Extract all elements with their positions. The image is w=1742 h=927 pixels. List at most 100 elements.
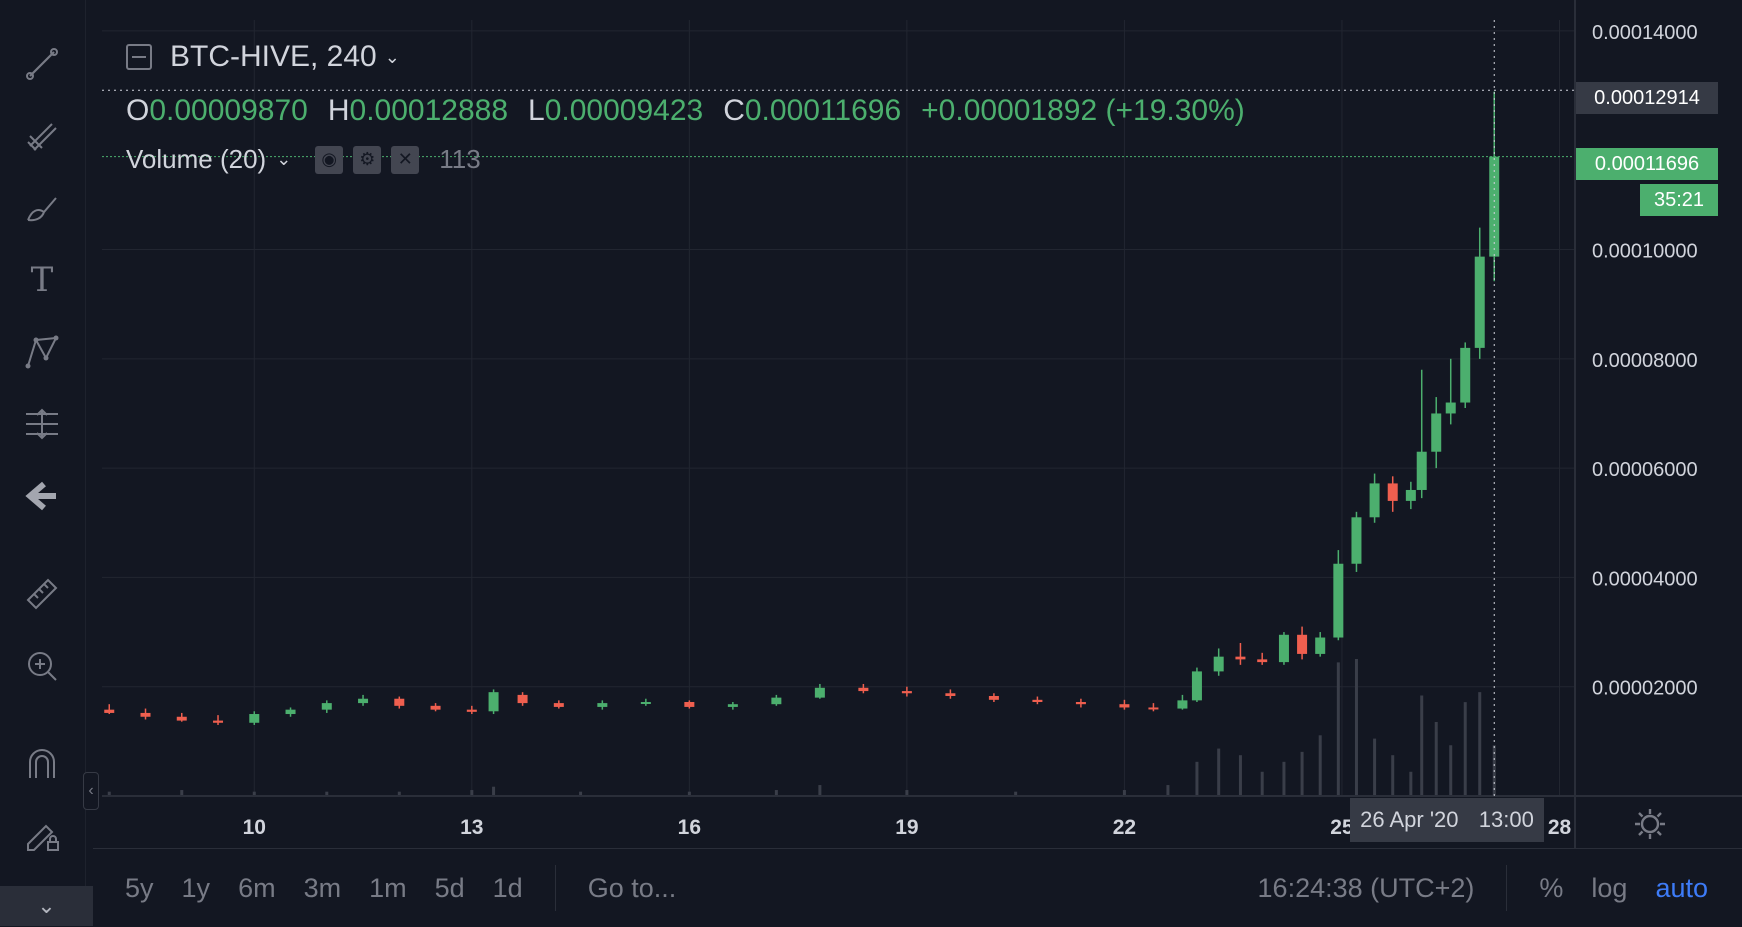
gear-icon[interactable]: ⚙ bbox=[353, 145, 382, 174]
range-3m-button[interactable]: 3m bbox=[303, 872, 342, 903]
bottom-toolbar: 5y 1y 6m 3m 1m 5d 1d Go to... 16:24:38 (… bbox=[93, 848, 1742, 927]
x-tick-label: 19 bbox=[895, 816, 918, 839]
low-label: L bbox=[528, 94, 545, 127]
candle-body bbox=[466, 709, 477, 712]
candle-body bbox=[988, 695, 999, 700]
candle-body bbox=[684, 702, 695, 707]
y-tick-label: 0.00014000 bbox=[1592, 22, 1698, 44]
low-value: 0.00009423 bbox=[544, 94, 704, 127]
brush-icon[interactable] bbox=[18, 184, 66, 232]
candle-body bbox=[358, 698, 369, 704]
back-arrow-icon[interactable] bbox=[18, 472, 66, 520]
candle-body bbox=[1416, 451, 1427, 490]
candle-body bbox=[553, 703, 564, 707]
candle-body bbox=[1191, 671, 1202, 701]
last-price-tag: 0.00011696 bbox=[1576, 148, 1718, 180]
candle-body bbox=[1431, 413, 1442, 452]
candle-body bbox=[321, 703, 332, 710]
change-value: +0.00001892 (+19.30%) bbox=[921, 94, 1245, 127]
magnet-icon[interactable] bbox=[18, 740, 66, 788]
y-tick-label: 0.00002000 bbox=[1592, 678, 1698, 700]
candle-body bbox=[1257, 659, 1268, 663]
candle-body bbox=[1235, 656, 1246, 660]
candle-body bbox=[597, 703, 608, 707]
candle-body bbox=[771, 697, 782, 705]
candle-body bbox=[1177, 700, 1188, 709]
crosshair-price-tag: 0.00012914 bbox=[1576, 82, 1718, 114]
candle-body bbox=[1148, 707, 1159, 710]
text-icon[interactable]: T bbox=[30, 260, 54, 300]
y-tick-label: 0.00010000 bbox=[1592, 241, 1698, 263]
candle-body bbox=[1474, 256, 1485, 348]
high-label: H bbox=[327, 94, 350, 127]
candle-body bbox=[249, 714, 260, 723]
range-6m-button[interactable]: 6m bbox=[238, 872, 276, 903]
crosshair-time: 13:00 bbox=[1478, 807, 1534, 832]
settings-icon[interactable] bbox=[1632, 806, 1668, 847]
crosshair-time-tag: 26 Apr '20 13:00 bbox=[1350, 798, 1544, 842]
candle-body bbox=[430, 705, 441, 710]
candle-body bbox=[901, 691, 912, 694]
sidebar-resize-handle[interactable]: ‹ bbox=[83, 772, 99, 810]
ohlc-values: O0.00009870 H0.00012888 L0.00009423 C0.0… bbox=[126, 94, 1245, 128]
x-tick-label: 13 bbox=[460, 816, 483, 839]
clock-display[interactable]: 16:24:38 (UTC+2) bbox=[1257, 872, 1475, 903]
drawing-toolbar: T ⌄ bbox=[0, 0, 93, 926]
candle-body bbox=[1405, 489, 1416, 501]
candle-body bbox=[1445, 402, 1456, 414]
ruler-icon[interactable] bbox=[18, 570, 66, 618]
symbol-title[interactable]: BTC-HIVE, 240 bbox=[170, 40, 377, 73]
candle-body bbox=[640, 702, 651, 705]
log-toggle[interactable]: log bbox=[1591, 872, 1628, 903]
high-value: 0.00012888 bbox=[349, 94, 509, 127]
range-1d-button[interactable]: 1d bbox=[492, 872, 523, 903]
trend-line-icon[interactable] bbox=[18, 40, 66, 88]
candle-body bbox=[176, 716, 187, 721]
goto-button[interactable]: Go to... bbox=[587, 872, 677, 903]
range-1m-button[interactable]: 1m bbox=[369, 872, 407, 903]
candle-body bbox=[814, 687, 825, 698]
candle-body bbox=[727, 704, 738, 707]
y-tick-label: 0.00008000 bbox=[1592, 350, 1698, 372]
chevron-down-icon: ⌄ bbox=[37, 893, 56, 918]
candle-body bbox=[285, 709, 296, 715]
legend-collapse-icon[interactable] bbox=[126, 44, 152, 70]
candle-body bbox=[488, 692, 499, 712]
pattern-icon[interactable] bbox=[18, 328, 66, 376]
volume-value: 113 bbox=[439, 144, 481, 174]
toolbar-collapse-button[interactable]: ⌄ bbox=[0, 886, 93, 926]
x-tick-label: 16 bbox=[678, 816, 701, 839]
x-tick-label: 25 bbox=[1330, 816, 1354, 839]
divider bbox=[554, 865, 556, 911]
candle-body bbox=[140, 712, 151, 717]
range-1y-button[interactable]: 1y bbox=[181, 872, 211, 903]
candle-body bbox=[1460, 347, 1471, 403]
close-label: C bbox=[723, 94, 745, 127]
chart-legend: BTC-HIVE, 240 ⌄ O0.00009870 H0.00012888 … bbox=[126, 40, 1245, 175]
candle-body bbox=[858, 687, 869, 692]
bar-countdown-tag: 35:21 bbox=[1640, 184, 1718, 216]
measure-icon[interactable] bbox=[18, 400, 66, 448]
x-tick-label: 28 bbox=[1548, 816, 1572, 839]
candle-body bbox=[394, 698, 405, 706]
divider bbox=[1506, 865, 1508, 911]
candle-body bbox=[104, 709, 115, 713]
pitchfork-icon[interactable] bbox=[18, 112, 66, 160]
candle-body bbox=[517, 694, 528, 704]
candle-body bbox=[945, 693, 956, 696]
chevron-down-icon[interactable]: ⌄ bbox=[276, 149, 292, 169]
zoom-in-icon[interactable] bbox=[18, 642, 66, 690]
eye-icon[interactable]: ◉ bbox=[315, 145, 344, 174]
y-tick-label: 0.00004000 bbox=[1592, 568, 1698, 590]
chevron-down-icon[interactable]: ⌄ bbox=[384, 46, 400, 67]
auto-toggle[interactable]: auto bbox=[1655, 872, 1708, 903]
candle-body bbox=[1333, 563, 1344, 638]
close-icon[interactable]: ✕ bbox=[391, 145, 420, 174]
candle-body bbox=[1387, 483, 1398, 501]
percent-toggle[interactable]: % bbox=[1539, 872, 1564, 903]
range-5d-button[interactable]: 5d bbox=[434, 872, 465, 903]
range-5y-button[interactable]: 5y bbox=[125, 872, 154, 903]
lock-edit-icon[interactable] bbox=[18, 812, 66, 860]
volume-label[interactable]: Volume (20) bbox=[126, 144, 267, 174]
